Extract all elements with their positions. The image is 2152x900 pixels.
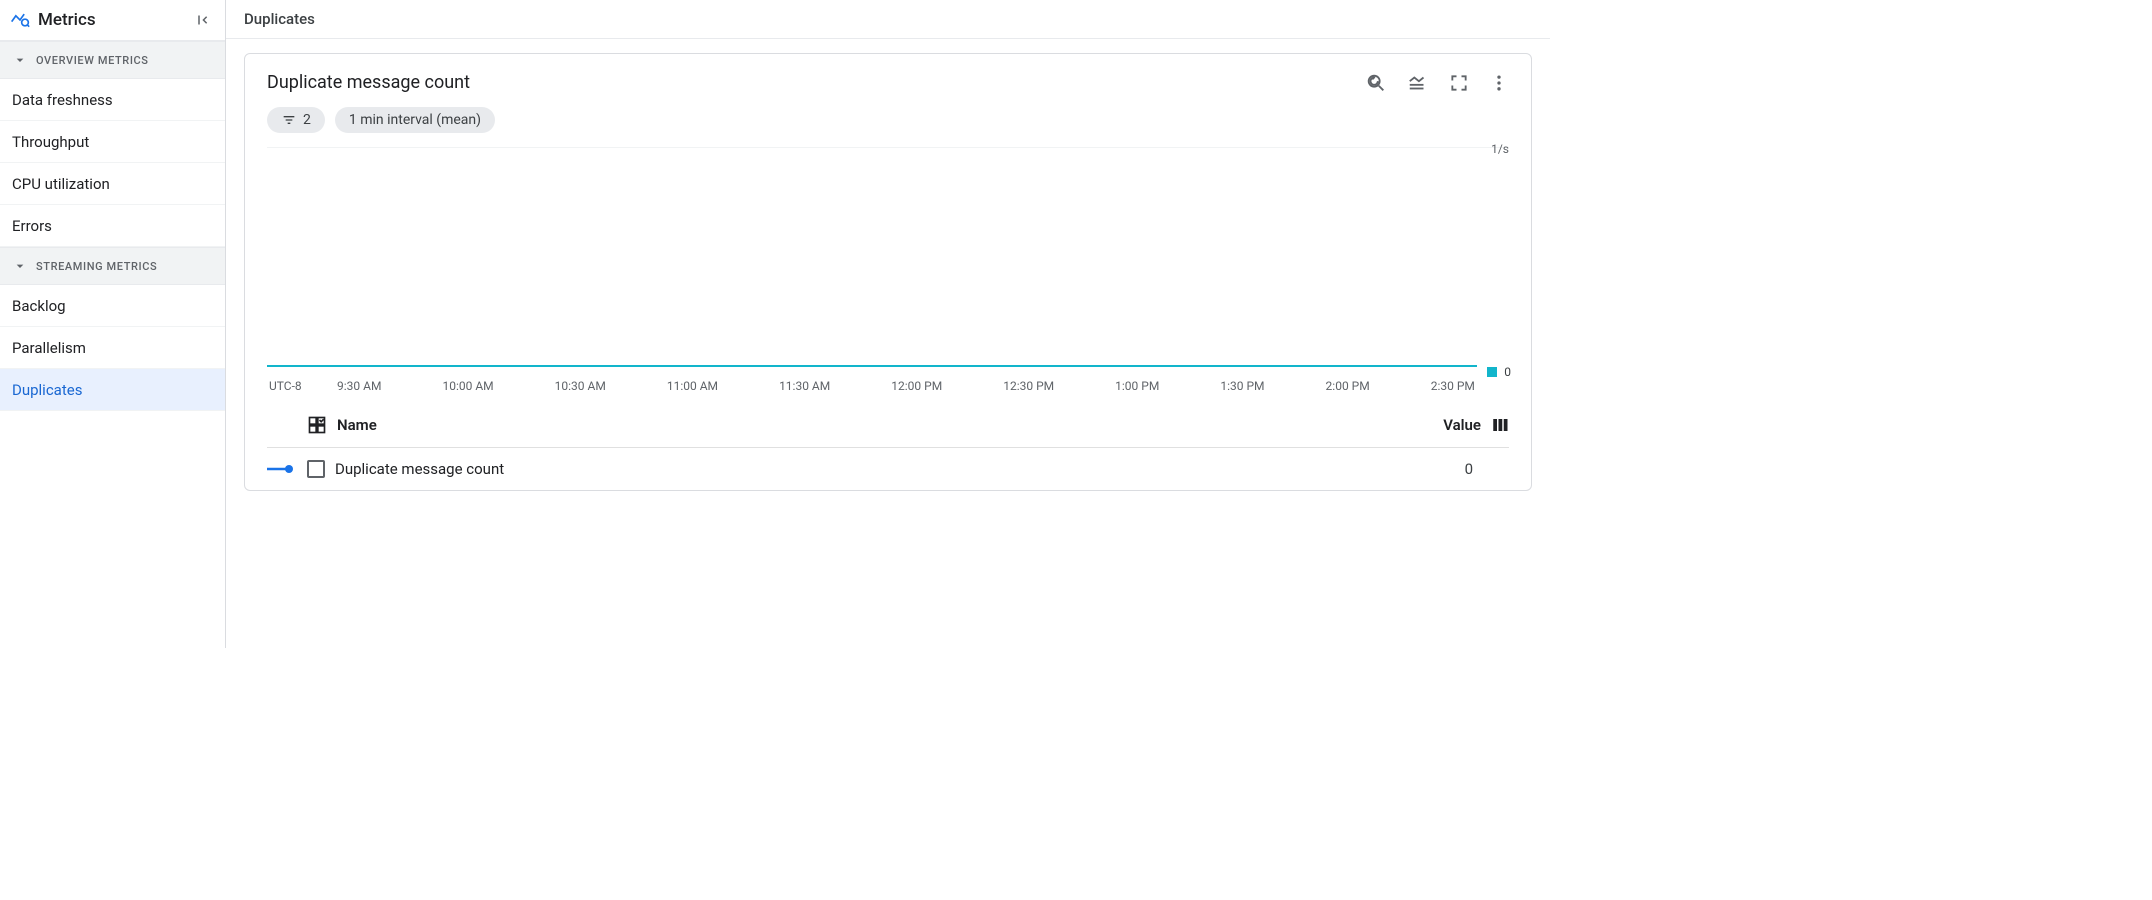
column-name-header: Name — [337, 416, 377, 434]
filter-icon — [281, 112, 297, 128]
series-value: 0 — [1465, 460, 1509, 478]
page-title: Duplicates — [226, 0, 1550, 39]
more-menu-button[interactable] — [1489, 73, 1509, 93]
chart-actions — [1365, 72, 1509, 94]
sidebar-item-parallelism[interactable]: Parallelism — [0, 327, 225, 369]
series-checkbox[interactable] — [307, 460, 325, 478]
main: Duplicates Duplicate message count 2 1 m… — [226, 0, 1550, 648]
sidebar-item-backlog[interactable]: Backlog — [0, 285, 225, 327]
y-axis-zero-label: 0 — [1504, 365, 1511, 379]
series-end-marker — [1487, 367, 1497, 377]
sidebar-item-errors[interactable]: Errors — [0, 205, 225, 247]
sidebar-title: Metrics — [38, 10, 96, 30]
series-name: Duplicate message count — [335, 460, 504, 478]
chart-series-line — [267, 365, 1477, 367]
sidebar-header: Metrics — [0, 0, 225, 41]
legend-toggle-button[interactable] — [1407, 72, 1429, 94]
fullscreen-button[interactable] — [1449, 73, 1469, 93]
sidebar: Metrics OVERVIEW METRICS Data freshness … — [0, 0, 226, 648]
sidebar-item-data-freshness[interactable]: Data freshness — [0, 79, 225, 121]
section-label: OVERVIEW METRICS — [36, 54, 149, 67]
legend-table: Name Value — [267, 403, 1509, 490]
y-axis-unit: 1/s — [1491, 142, 1509, 156]
section-label: STREAMING METRICS — [36, 260, 157, 273]
x-axis-ticks: 9:30 AM 10:00 AM 10:30 AM 11:00 AM 11:30… — [267, 379, 1477, 393]
sidebar-item-cpu-utilization[interactable]: CPU utilization — [0, 163, 225, 205]
chart-plot-area[interactable]: 1/s 0 UTC-8 9:30 AM 10:00 AM 10:30 AM 11… — [267, 147, 1509, 397]
section-streaming-metrics[interactable]: STREAMING METRICS — [0, 247, 225, 285]
column-value-header: Value — [1443, 416, 1481, 434]
table-row[interactable]: Duplicate message count 0 — [267, 448, 1509, 490]
filter-chip[interactable]: 2 — [267, 107, 325, 133]
column-view-icon[interactable] — [1491, 416, 1509, 434]
section-overview-metrics[interactable]: OVERVIEW METRICS — [0, 41, 225, 79]
select-all-icon[interactable] — [307, 415, 327, 435]
chart-title: Duplicate message count — [267, 72, 495, 93]
table-header: Name Value — [267, 403, 1509, 448]
sidebar-item-duplicates[interactable]: Duplicates — [0, 369, 225, 411]
metrics-icon — [10, 10, 30, 30]
filter-count: 2 — [303, 112, 311, 128]
reset-zoom-button[interactable] — [1365, 72, 1387, 94]
sidebar-item-throughput[interactable]: Throughput — [0, 121, 225, 163]
collapse-sidebar-button[interactable] — [193, 11, 211, 29]
series-legend-icon — [267, 463, 297, 475]
chart-card: Duplicate message count 2 1 min interval… — [244, 53, 1532, 491]
interval-label: 1 min interval (mean) — [349, 112, 481, 128]
interval-chip[interactable]: 1 min interval (mean) — [335, 107, 495, 133]
